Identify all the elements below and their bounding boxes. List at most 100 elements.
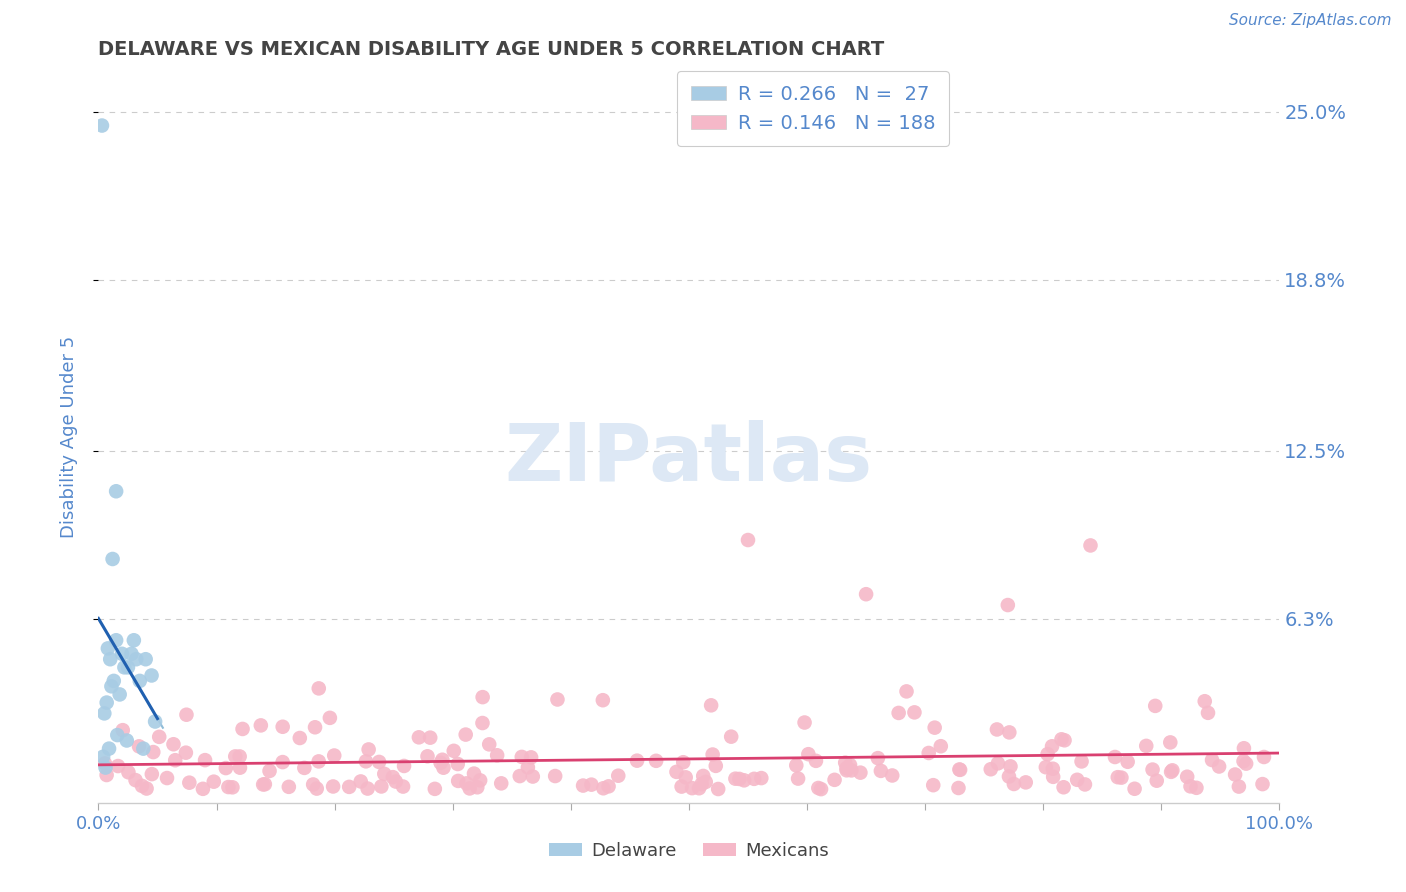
Point (855, 587, 877, 601)
Point (305, 781, 328, 796)
Point (381, 770, 404, 784)
Point (111, 723, 134, 738)
Point (1052, 780, 1074, 795)
Point (447, 756, 470, 771)
Point (97, 641, 120, 656)
Point (720, 730, 742, 744)
Point (592, 693, 614, 707)
Point (835, 761, 858, 775)
Point (156, 771, 179, 785)
Point (672, 756, 695, 770)
Point (592, 781, 614, 796)
Point (700, 698, 723, 713)
Point (429, 756, 451, 770)
Point (100, 679, 122, 693)
Point (922, 778, 945, 792)
Point (824, 772, 846, 787)
Point (443, 744, 465, 758)
Point (1135, 739, 1157, 753)
Point (841, 764, 863, 778)
Point (323, 748, 346, 763)
Point (142, 745, 165, 759)
Point (350, 774, 373, 789)
Point (918, 746, 941, 760)
Point (1142, 763, 1164, 777)
Text: Source: ZipAtlas.com: Source: ZipAtlas.com (1229, 13, 1392, 29)
Point (797, 747, 820, 762)
Point (707, 782, 730, 797)
Point (1175, 770, 1198, 784)
Point (489, 776, 512, 790)
Point (302, 777, 325, 791)
Point (690, 777, 713, 791)
Point (478, 737, 501, 751)
Point (1185, 780, 1208, 795)
Point (866, 751, 889, 765)
Point (1232, 754, 1254, 768)
Point (319, 711, 342, 725)
Point (112, 660, 135, 674)
Point (143, 714, 166, 729)
Point (598, 780, 620, 794)
Point (572, 779, 595, 793)
Point (688, 781, 710, 796)
Point (292, 761, 315, 775)
Point (373, 767, 395, 781)
Point (202, 774, 225, 789)
Point (903, 706, 925, 720)
Point (1233, 741, 1256, 756)
Point (695, 775, 717, 789)
Point (124, 773, 146, 788)
Point (1161, 764, 1184, 778)
Point (148, 730, 170, 744)
Point (742, 772, 765, 786)
Point (117, 765, 139, 780)
Point (221, 780, 243, 795)
Point (165, 753, 187, 767)
Point (271, 755, 294, 769)
Point (108, 688, 131, 702)
Point (322, 780, 344, 794)
Point (174, 746, 197, 760)
Point (1015, 775, 1038, 789)
Point (392, 759, 415, 773)
Point (509, 769, 531, 783)
Point (987, 756, 1010, 771)
Point (998, 725, 1021, 739)
Point (1000, 759, 1022, 773)
Point (1042, 770, 1064, 784)
Point (91, 119, 114, 133)
Point (1070, 755, 1092, 769)
Text: DELAWARE VS MEXICAN DISABILITY AGE UNDER 5 CORRELATION CHART: DELAWARE VS MEXICAN DISABILITY AGE UNDER… (98, 39, 884, 59)
Point (807, 780, 830, 795)
Point (793, 715, 815, 730)
Point (546, 692, 568, 706)
Point (96, 696, 118, 710)
Point (115, 733, 138, 747)
Point (882, 768, 904, 782)
Point (162, 737, 184, 751)
Point (179, 775, 201, 789)
Point (454, 728, 477, 742)
Point (671, 780, 693, 794)
Y-axis label: Disability Age Under 5: Disability Age Under 5 (59, 336, 77, 538)
Point (229, 761, 252, 775)
Point (94, 756, 117, 771)
Point (337, 780, 360, 794)
Point (94, 761, 117, 775)
Point (419, 731, 441, 745)
Point (224, 749, 246, 764)
Point (447, 773, 470, 788)
Point (105, 633, 128, 648)
Point (1035, 760, 1057, 774)
Point (468, 773, 491, 788)
Point (835, 764, 858, 778)
Point (465, 780, 488, 795)
Point (948, 780, 970, 795)
Point (135, 781, 157, 796)
Point (704, 759, 727, 773)
Point (924, 721, 946, 735)
Point (1146, 773, 1168, 788)
Point (135, 652, 157, 666)
Point (1253, 750, 1275, 764)
